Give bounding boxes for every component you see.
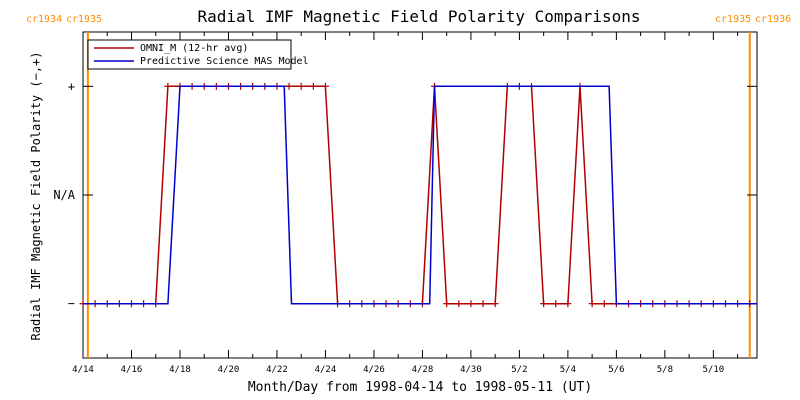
x-tick-label: 4/26 bbox=[363, 365, 385, 375]
omni-data-point bbox=[540, 300, 548, 308]
x-tick-label: 4/24 bbox=[315, 365, 337, 375]
legend-box bbox=[87, 39, 292, 70]
series-layer bbox=[79, 82, 757, 308]
cr-marker-right-label-2: cr1936 bbox=[755, 14, 791, 25]
cr-marker-right-label-1: cr1935 bbox=[66, 14, 102, 25]
omni-data-point bbox=[443, 300, 451, 308]
legend-label-mas: Predictive Science MAS Model bbox=[140, 56, 309, 67]
y-axis-label: Radial IMF Magnetic Field Polarity (−,+) bbox=[29, 52, 43, 341]
y-tick-label: + bbox=[68, 79, 75, 93]
omni-data-point bbox=[479, 300, 487, 308]
x-tick-label: 4/14 bbox=[72, 365, 94, 375]
omni-data-point bbox=[552, 300, 560, 308]
x-tick-label: 4/20 bbox=[218, 365, 240, 375]
cr-marker-left-label-2: cr1935 bbox=[715, 14, 751, 25]
y-tick-label: N/A bbox=[53, 188, 75, 202]
x-tick-label: 4/16 bbox=[121, 365, 143, 375]
omni-data-point bbox=[491, 300, 499, 308]
omni-data-point bbox=[455, 300, 463, 308]
x-tick-label: 5/4 bbox=[560, 365, 576, 375]
legend: OMNI_M (12-hr avg) Predictive Science MA… bbox=[87, 39, 309, 70]
omni-data-point bbox=[164, 82, 172, 90]
omni-data-point bbox=[588, 300, 596, 308]
omni-data-point bbox=[321, 82, 329, 90]
x-tick-label: 4/30 bbox=[460, 365, 482, 375]
omni-data-point bbox=[467, 300, 475, 308]
x-tick-label: 5/10 bbox=[703, 365, 725, 375]
chart-title: Radial IMF Magnetic Field Polarity Compa… bbox=[197, 7, 640, 26]
x-tick-label: 5/6 bbox=[608, 365, 624, 375]
omni-data-point bbox=[564, 300, 572, 308]
omni-data-point bbox=[600, 300, 608, 308]
x-tick-label: 5/2 bbox=[511, 365, 527, 375]
omni-data-point bbox=[297, 82, 305, 90]
x-axis-label: Month/Day from 1998-04-14 to 1998-05-11 … bbox=[248, 380, 592, 395]
x-tick-label: 4/18 bbox=[169, 365, 191, 375]
omni-data-point bbox=[285, 82, 293, 90]
series-line-mas bbox=[83, 85, 757, 305]
y-axis: + N/A − bbox=[53, 79, 757, 311]
legend-label-omni: OMNI_M (12-hr avg) bbox=[140, 43, 248, 54]
series-line-omni bbox=[83, 85, 750, 305]
cr-marker-left-label-1: cr1934 bbox=[26, 14, 62, 25]
omni-data-point bbox=[309, 82, 317, 90]
x-tick-label: 4/22 bbox=[266, 365, 288, 375]
x-axis: 4/14 4/16 4/18 4/20 4/22 4/24 4/26 4/28 4/30 5/2 5… bbox=[72, 32, 739, 375]
plot-frame bbox=[82, 31, 758, 359]
x-tick-label: 4/28 bbox=[412, 365, 434, 375]
y-tick-label: − bbox=[68, 297, 75, 311]
carrington-lines bbox=[86, 32, 751, 358]
x-tick-label: 5/8 bbox=[657, 365, 673, 375]
